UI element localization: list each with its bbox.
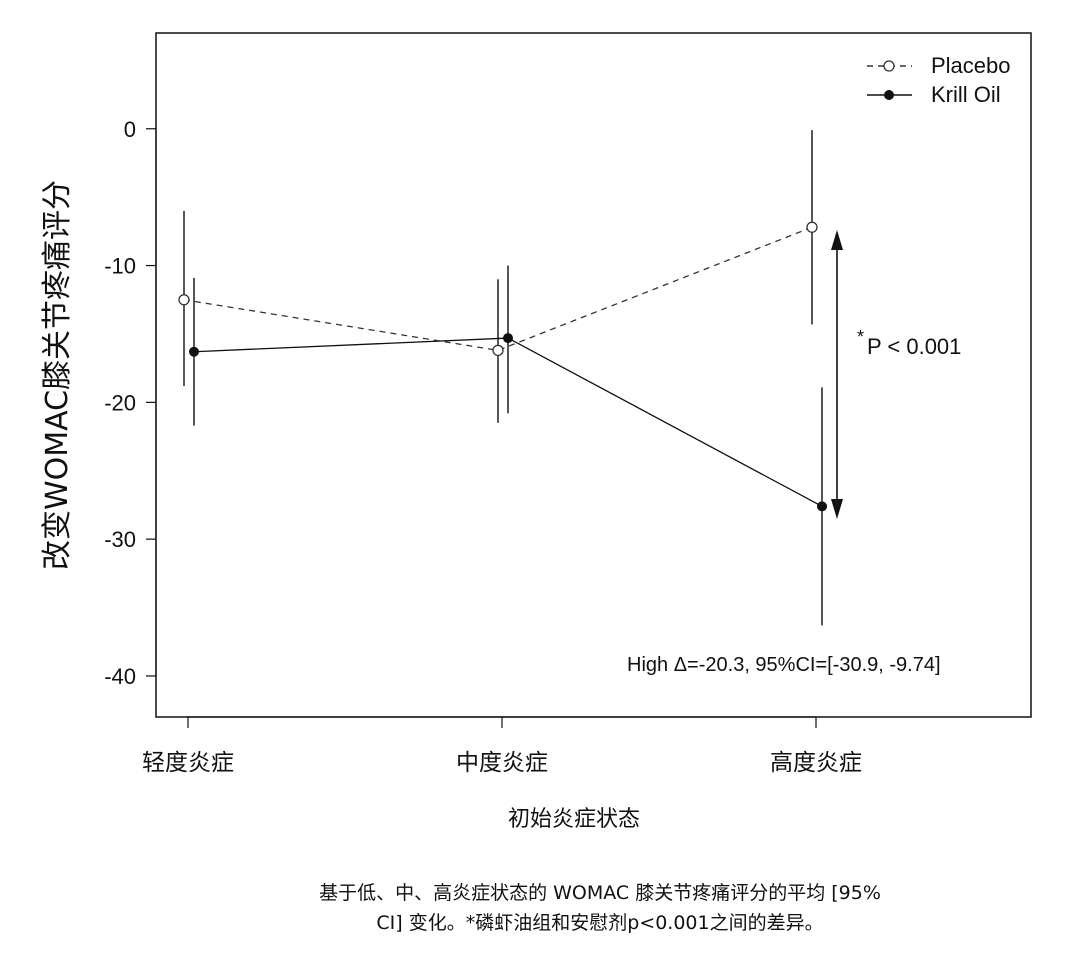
- y-tick-label: -40: [104, 664, 136, 689]
- series-lines: [183, 226, 823, 507]
- y-tick-label: -20: [104, 390, 136, 415]
- data-point: [503, 333, 513, 344]
- data-point: [806, 221, 818, 233]
- legend-krill-marker: [884, 90, 894, 100]
- legend-krill-label: Krill Oil: [931, 82, 1001, 107]
- y-tick-label: -30: [104, 527, 136, 552]
- y-axis: 0 -10 -20 -30 -40: [104, 117, 157, 689]
- figure-caption: 基于低、中、高炎症状态的 WOMAC 膝关节疼痛评分的平均 [95% CI] 变…: [190, 878, 1010, 938]
- x-tick-label: 轻度炎症: [142, 750, 234, 776]
- chart: 0 -10 -20 -30 -40 轻度炎症 中度炎症 高度炎症 改变WOMAC膝关节疼痛评…: [40, 32, 1032, 832]
- significance-text: P < 0.001: [867, 334, 961, 359]
- significance-star: *: [857, 327, 864, 347]
- caption-line-1: 基于低、中、高炎症状态的 WOMAC 膝关节疼痛评分的平均 [95%: [319, 882, 881, 904]
- x-axis-label: 初始炎症状态: [508, 807, 640, 832]
- difference-annotation: High Δ=-20.3, 95%CI=[-30.9, -9.74]: [627, 654, 941, 676]
- data-point: [189, 346, 199, 357]
- data-point: [817, 501, 827, 512]
- plot-frame: [155, 32, 1032, 718]
- legend-placebo-marker: [883, 60, 895, 72]
- data-point: [492, 344, 504, 357]
- y-tick-label: 0: [124, 117, 136, 142]
- data-point: [178, 294, 190, 306]
- significance-arrow: [831, 230, 843, 519]
- x-axis: 轻度炎症 中度炎症 高度炎症: [142, 716, 862, 776]
- legend-placebo-label: Placebo: [931, 53, 1011, 78]
- data-points: [178, 221, 827, 512]
- x-tick-label: 高度炎症: [770, 750, 862, 776]
- y-axis-label: 改变WOMAC膝关节疼痛评分: [40, 180, 75, 570]
- series-line-placebo: [183, 226, 813, 352]
- x-tick-label: 中度炎症: [456, 750, 548, 776]
- caption-line-2: CI] 变化。*磷虾油组和安慰剂p<0.001之间的差异。: [376, 912, 824, 934]
- y-tick-label: -10: [104, 254, 136, 279]
- error-bars: [183, 130, 823, 626]
- legend: Placebo Krill Oil: [867, 53, 1011, 107]
